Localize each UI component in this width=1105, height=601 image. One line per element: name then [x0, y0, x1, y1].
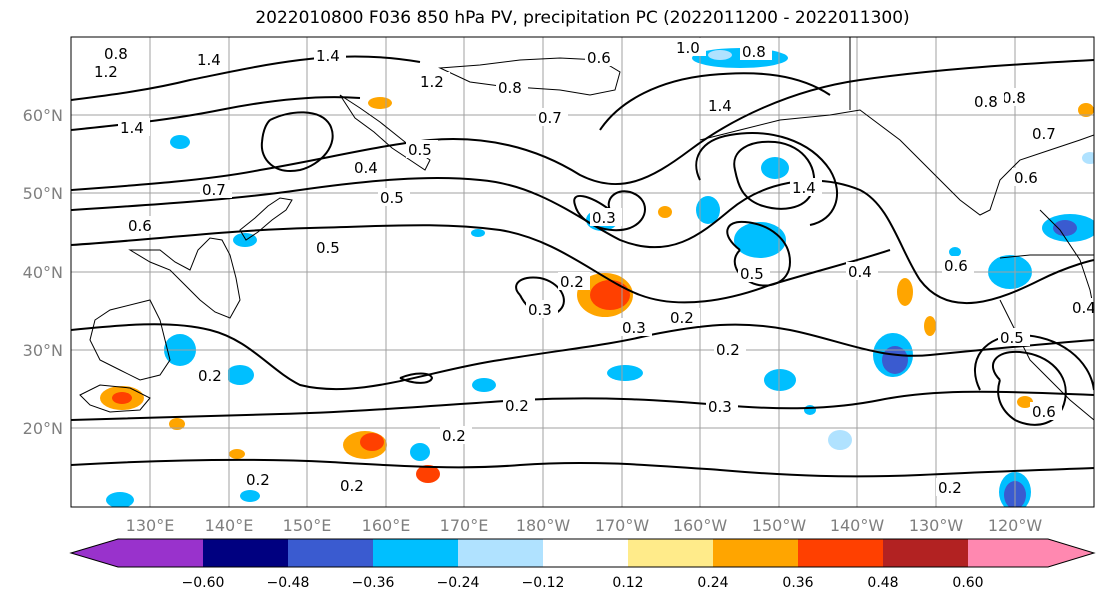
- contour-label: 0.6: [128, 217, 152, 235]
- colorbar-segment: [288, 539, 373, 567]
- contour-label: 0.4: [1072, 299, 1096, 317]
- contour-label: 0.2: [670, 309, 694, 327]
- colorbar-tick-label: −0.24: [437, 575, 480, 591]
- contour-label: 0.2: [560, 273, 584, 291]
- contour-label: 0.4: [848, 263, 872, 281]
- colorbar-segment: [713, 539, 798, 567]
- contour-label: 0.3: [622, 319, 646, 337]
- contour-label: 0.5: [1000, 329, 1024, 347]
- colorbar: −0.60 −0.48 −0.36 −0.24 −0.12 0.12 0.24 …: [69, 538, 1096, 591]
- colorbar-segment: [798, 539, 883, 567]
- contour-label: 0.6: [1014, 169, 1038, 187]
- contour-label: 0.2: [716, 341, 740, 359]
- colorbar-tick-label: 0.48: [867, 575, 898, 591]
- contour-label: 0.7: [1032, 125, 1056, 143]
- lat-label: 20°N: [23, 419, 63, 438]
- contour-label: 0.8: [974, 93, 998, 111]
- map-frame: [70, 36, 1095, 508]
- graticule: [71, 37, 1094, 507]
- contour-label: 0.6: [944, 257, 968, 275]
- colorbar-tick-label: −0.48: [267, 575, 310, 591]
- lat-label: 60°N: [23, 106, 63, 125]
- colorbar-tick-label: −0.12: [522, 575, 565, 591]
- colorbar-tick-label: 0.36: [782, 575, 813, 591]
- lon-label: 130°E: [126, 516, 175, 535]
- colorbar-segment: [203, 539, 288, 567]
- lon-label: 120°W: [988, 516, 1043, 535]
- pv-contours: [71, 55, 1094, 478]
- contour-label: 0.2: [198, 367, 222, 385]
- contour-label: 0.5: [740, 265, 764, 283]
- contour-label: 0.8: [742, 43, 766, 61]
- contour-label: 1.2: [420, 73, 444, 91]
- lon-label: 160°E: [362, 516, 411, 535]
- lon-label: 150°W: [752, 516, 807, 535]
- contour-label: 0.3: [528, 301, 552, 319]
- contour-label: 0.2: [246, 471, 270, 489]
- lon-label: 140°E: [205, 516, 254, 535]
- colorbar-segment: [968, 539, 1048, 567]
- contour-label: 1.4: [120, 119, 144, 137]
- colorbar-tick-label: 0.24: [697, 575, 728, 591]
- contour-label: 1.4: [792, 179, 816, 197]
- colorbar-segment: [118, 539, 203, 567]
- contour-label-group: 1.4 1.4 1.2 1.4 0.8 0.6 1.0 0.8 0.7 0.8 …: [92, 38, 1096, 497]
- colorbar-left-extension: [71, 539, 118, 567]
- plot-title: 2022010800 F036 850 hPa PV, precipitatio…: [255, 8, 910, 28]
- contour-label: 1.4: [197, 51, 221, 69]
- colorbar-segment: [543, 539, 628, 567]
- contour-label: 1.0: [676, 39, 700, 57]
- contour-label: 0.5: [380, 189, 404, 207]
- contour-label: 1.4: [708, 97, 732, 115]
- longitude-labels: 130°E 140°E 150°E 160°E 170°E 180°W 170°…: [126, 516, 1043, 535]
- lon-label: 130°W: [909, 516, 964, 535]
- contour-label: 0.2: [938, 479, 962, 497]
- contour-label: 1.2: [94, 63, 118, 81]
- contour-label: 0.8: [1002, 89, 1026, 107]
- contour-label: 0.5: [316, 239, 340, 257]
- lon-label: 170°E: [440, 516, 489, 535]
- lon-label: 140°W: [830, 516, 885, 535]
- contour-label: 0.4: [354, 159, 378, 177]
- lat-label: 50°N: [23, 184, 63, 203]
- colorbar-segment: [373, 539, 458, 567]
- latitude-labels: 60°N 50°N 40°N 30°N 20°N: [23, 106, 63, 438]
- lon-label: 180°W: [516, 516, 571, 535]
- lon-label: 150°E: [283, 516, 332, 535]
- contour-label: 0.3: [708, 398, 732, 416]
- colorbar-tick-label: −0.36: [352, 575, 395, 591]
- contour-label: 0.6: [587, 49, 611, 67]
- coastlines: [79, 37, 1094, 421]
- colorbar-right-extension: [1048, 539, 1094, 567]
- contour-label: 0.7: [202, 181, 226, 199]
- map-panel: 1.4 1.4 1.2 1.4 0.8 0.6 1.0 0.8 0.7 0.8 …: [71, 37, 1096, 507]
- contour-label: 0.2: [505, 397, 529, 415]
- contour-label: 0.5: [408, 141, 432, 159]
- colorbar-tick-label: 0.12: [612, 575, 643, 591]
- contour-label: 0.3: [592, 209, 616, 227]
- lon-label: 160°W: [673, 516, 728, 535]
- colorbar-tick-label: 0.60: [952, 575, 983, 591]
- contour-label: 0.2: [340, 477, 364, 495]
- colorbar-segment: [458, 539, 543, 567]
- lat-label: 30°N: [23, 341, 63, 360]
- colorbar-segment: [883, 539, 968, 567]
- lat-label: 40°N: [23, 263, 63, 282]
- colorbar-outline: [69, 538, 1096, 568]
- contour-label: 0.7: [538, 109, 562, 127]
- contour-label: 1.4: [316, 47, 340, 65]
- contour-label: 0.2: [442, 427, 466, 445]
- contour-label: 0.8: [498, 79, 522, 97]
- contour-label: 0.6: [1032, 403, 1056, 421]
- colorbar-segment: [628, 539, 713, 567]
- lon-label: 170°W: [595, 516, 650, 535]
- colorbar-tick-label: −0.60: [182, 575, 225, 591]
- contour-label: 0.8: [104, 45, 128, 63]
